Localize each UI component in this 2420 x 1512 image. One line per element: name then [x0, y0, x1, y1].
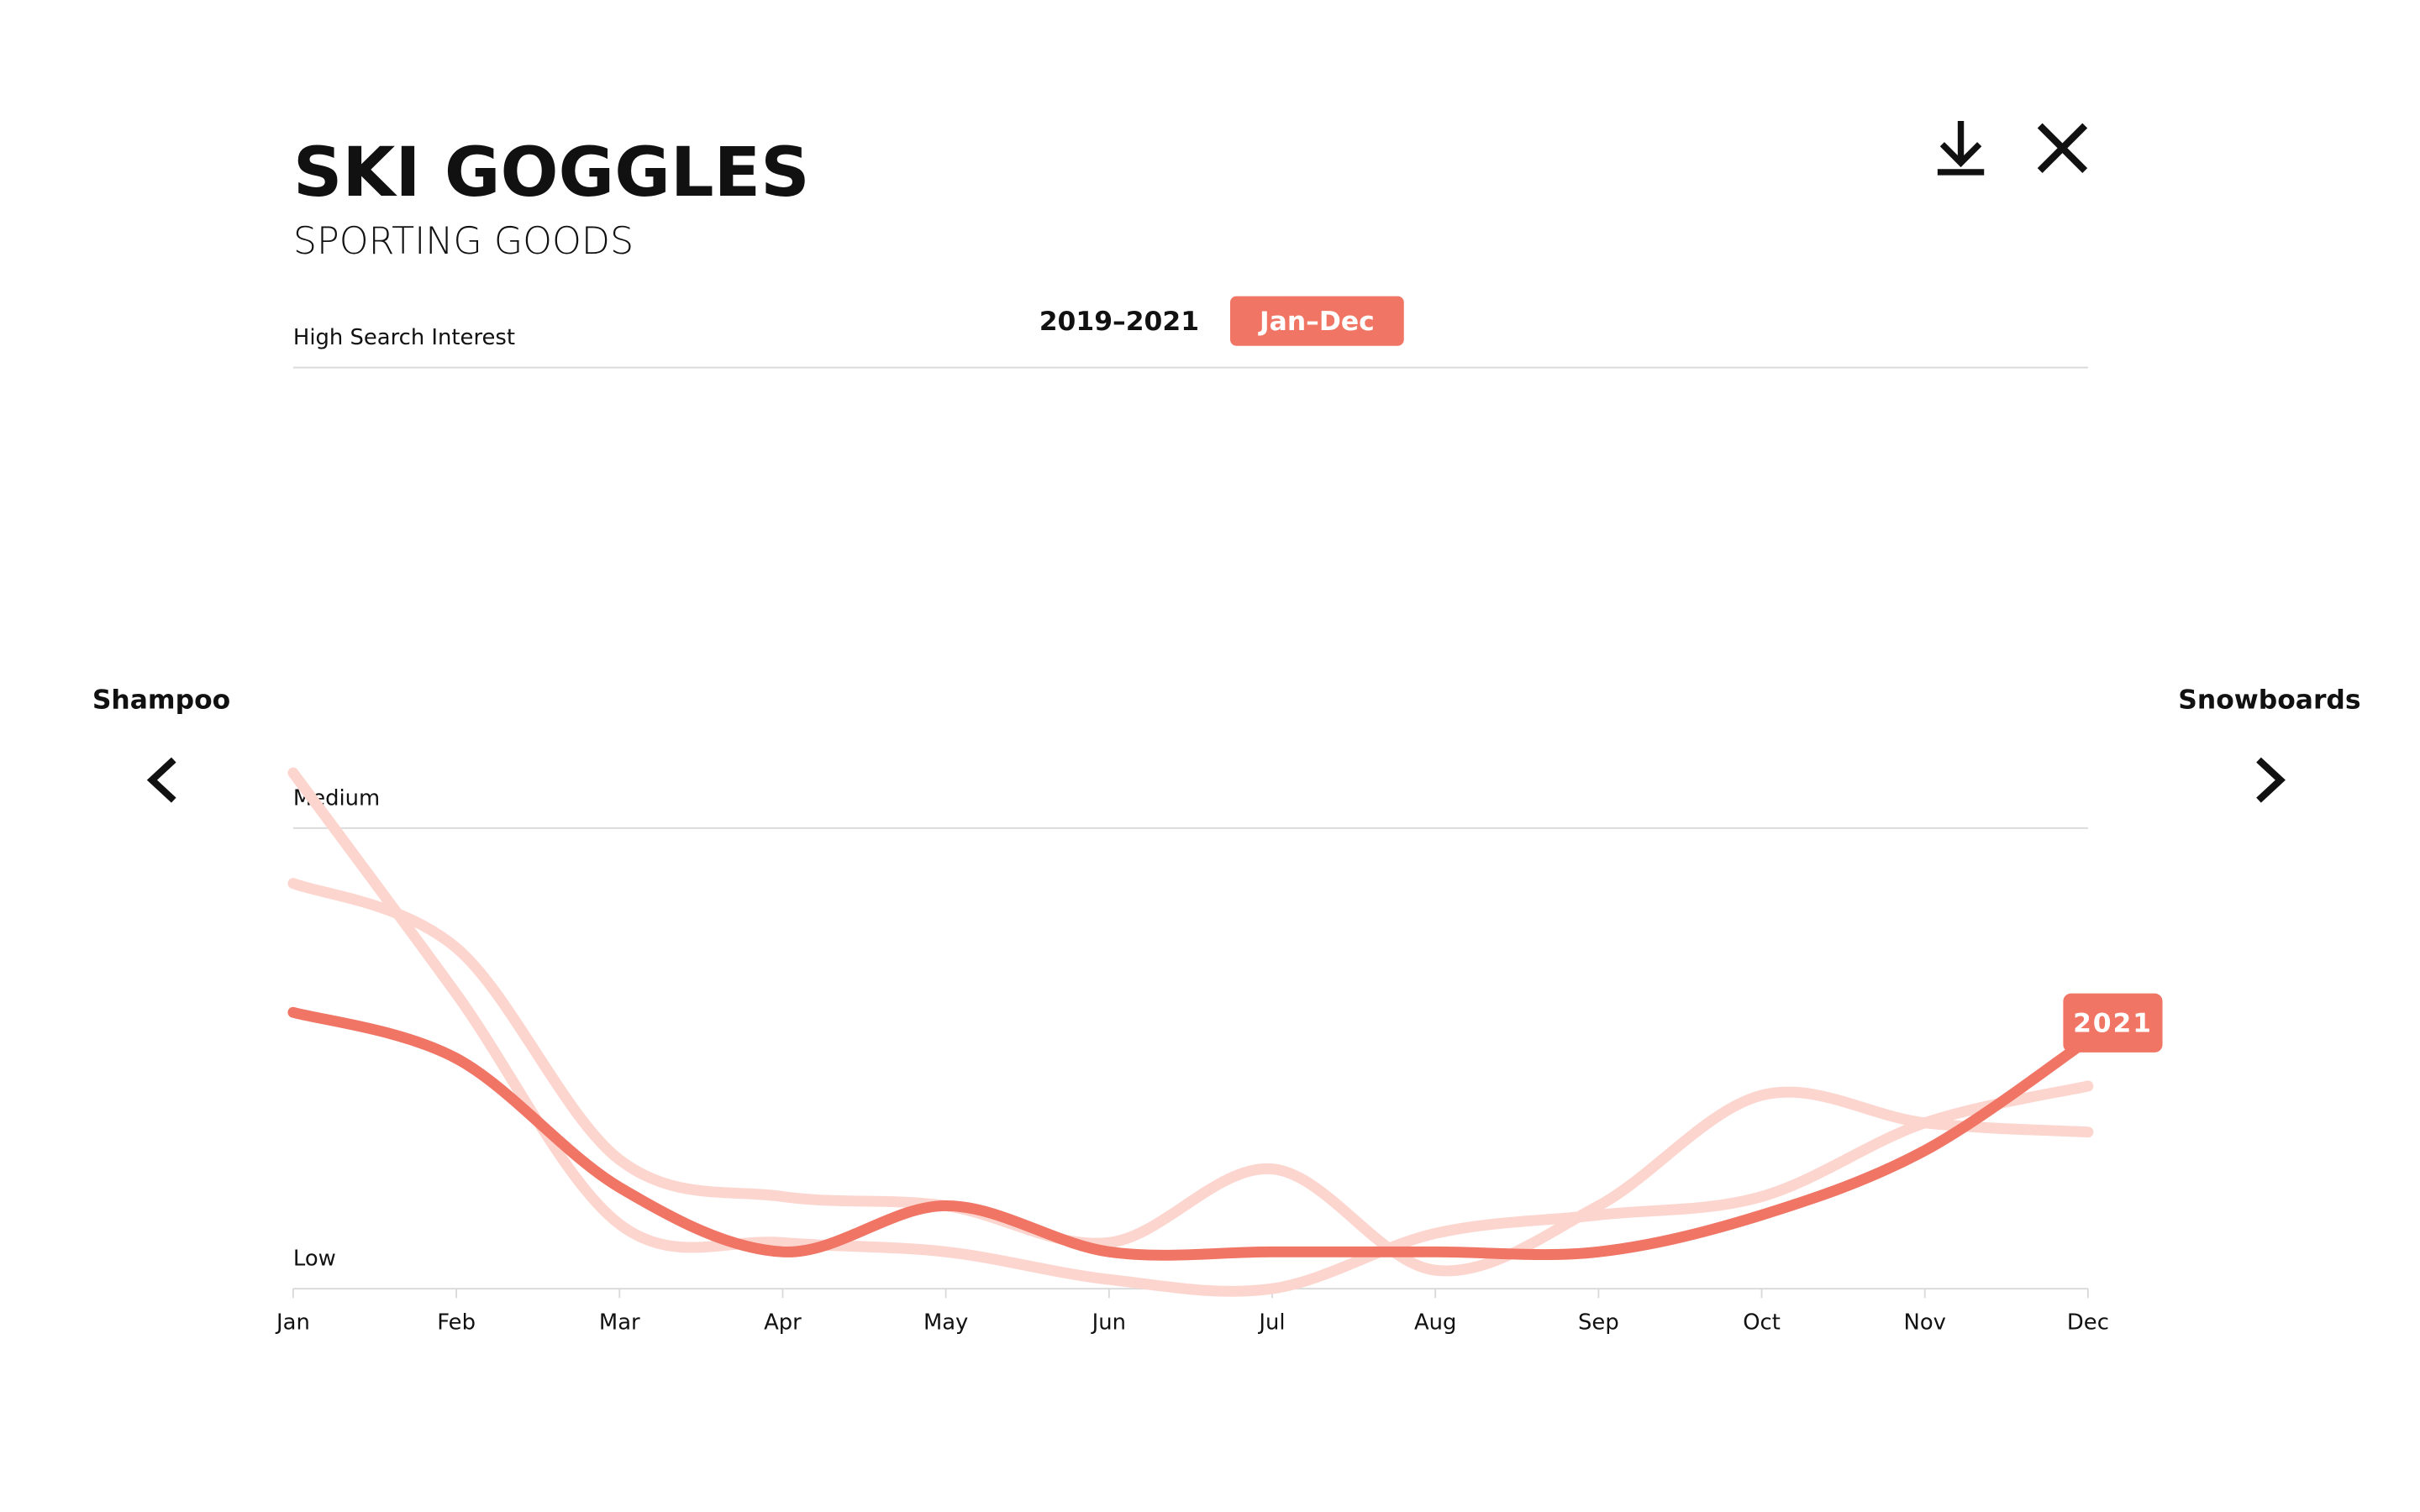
- range-pill[interactable]: [1230, 296, 1404, 346]
- x-tick-label: Nov: [1904, 1310, 1946, 1335]
- x-tick-label: Jun: [1091, 1310, 1126, 1335]
- close-stroke[interactable]: [2037, 123, 2088, 174]
- y-tick-label: Low: [293, 1247, 336, 1272]
- range-button[interactable]: Jan–Dec: [1230, 296, 1404, 346]
- y-tick-label: High Search Interest: [293, 325, 515, 350]
- x-tick-label: Oct: [1743, 1310, 1781, 1335]
- download-icon[interactable]: [1937, 121, 1985, 176]
- x-tick-label: Jan: [275, 1310, 310, 1335]
- next-nav[interactable]: Snowboards: [2178, 685, 2361, 803]
- range-label[interactable]: Jan–Dec: [1258, 307, 1375, 337]
- subtitle: SPORTING GOODS: [293, 220, 634, 263]
- x-tick-label: Dec: [2067, 1310, 2109, 1335]
- next-arrow[interactable]: [2256, 757, 2286, 803]
- download-arrow[interactable]: [1939, 142, 1982, 168]
- close-icon[interactable]: [2037, 123, 2088, 174]
- prev-label[interactable]: Shampoo: [92, 685, 230, 715]
- series-tag-label: 2021: [2073, 1009, 2153, 1039]
- x-tick-label: Jul: [1257, 1310, 1285, 1335]
- title: SKI GOGGLES: [293, 134, 810, 213]
- next-label[interactable]: Snowboards: [2178, 685, 2360, 715]
- x-tick-label: Mar: [599, 1310, 640, 1335]
- period: 2019–2021: [1039, 307, 1199, 337]
- prev-arrow[interactable]: [146, 757, 176, 803]
- prev-nav[interactable]: Shampoo: [92, 685, 230, 803]
- x-tick-label: Sep: [1578, 1310, 1619, 1335]
- series-line: [287, 767, 2094, 1297]
- x-tick-label: Aug: [1414, 1310, 1456, 1335]
- x-tick-label: Apr: [764, 1310, 802, 1335]
- series-tag: [2063, 993, 2163, 1053]
- x-tick-label: Feb: [437, 1310, 476, 1335]
- series-line: [287, 1006, 2094, 1261]
- x-tick-label: May: [923, 1310, 968, 1335]
- series-line: [287, 878, 2094, 1277]
